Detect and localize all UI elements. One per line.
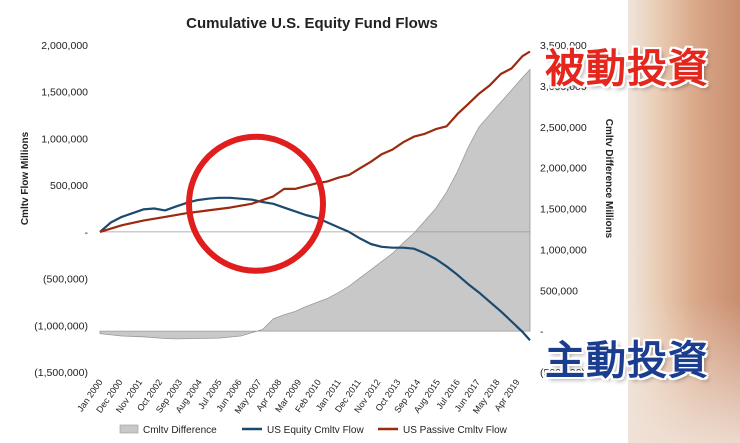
y-right-tick-label: 500,000 (540, 285, 578, 297)
legend-label: Cmltv Difference (143, 425, 217, 436)
series-line-us-passive-cmltv-flow (99, 50, 531, 233)
background-blur-region (628, 0, 740, 443)
y-left-tick-label: (1,500,000) (34, 367, 88, 379)
legend-label: US Equity Cmltv Flow (267, 425, 364, 436)
legend-swatch (119, 424, 139, 434)
y-right-tick-label: 2,000,000 (540, 163, 587, 175)
y-right-tick-label: 3,500,000 (540, 40, 587, 52)
y-right-tick-label: - (540, 326, 544, 338)
y-right-tick-label: 2,500,000 (540, 122, 587, 134)
active-investing-caption: 主動投資 (545, 338, 709, 384)
y-right-tick-label: 3,000,000 (540, 81, 587, 93)
chart-title: Cumulative U.S. Equity Fund Flows (186, 15, 438, 32)
y-left-tick-label: 1,000,000 (41, 133, 88, 145)
y-left-tick-label: 500,000 (50, 180, 88, 192)
y-right-tick-label: (500,000) (540, 367, 585, 379)
highlight-circle (186, 133, 326, 274)
area-layer (99, 68, 531, 340)
y-right-tick-label: 1,500,000 (540, 204, 587, 216)
legend-label: US Passive Cmltv Flow (403, 425, 508, 436)
y-left-tick-label: 1,500,000 (41, 87, 88, 99)
annotation-layer (186, 133, 326, 274)
y-left-tick-label: - (85, 227, 89, 239)
passive-investing-caption: 被動投資 (545, 46, 709, 92)
y-right-tick-label: 1,000,000 (540, 244, 587, 256)
y-right-axis-title: Cmltv Difference Millions (603, 119, 614, 239)
y-left-axis-title: Cmltv Flow Millions (20, 131, 31, 225)
series-line-us-equity-cmltv-flow (99, 196, 531, 341)
y-left-tick-label: (500,000) (43, 274, 88, 286)
legend: Cmltv Difference US Equity Cmltv Flow US P… (119, 424, 508, 436)
lines-layer (99, 50, 531, 341)
y-left-tick-label: 2,000,000 (41, 40, 88, 52)
series-area-cmltv-difference (99, 68, 531, 340)
y-left-tick-label: (1,000,000) (34, 320, 88, 332)
